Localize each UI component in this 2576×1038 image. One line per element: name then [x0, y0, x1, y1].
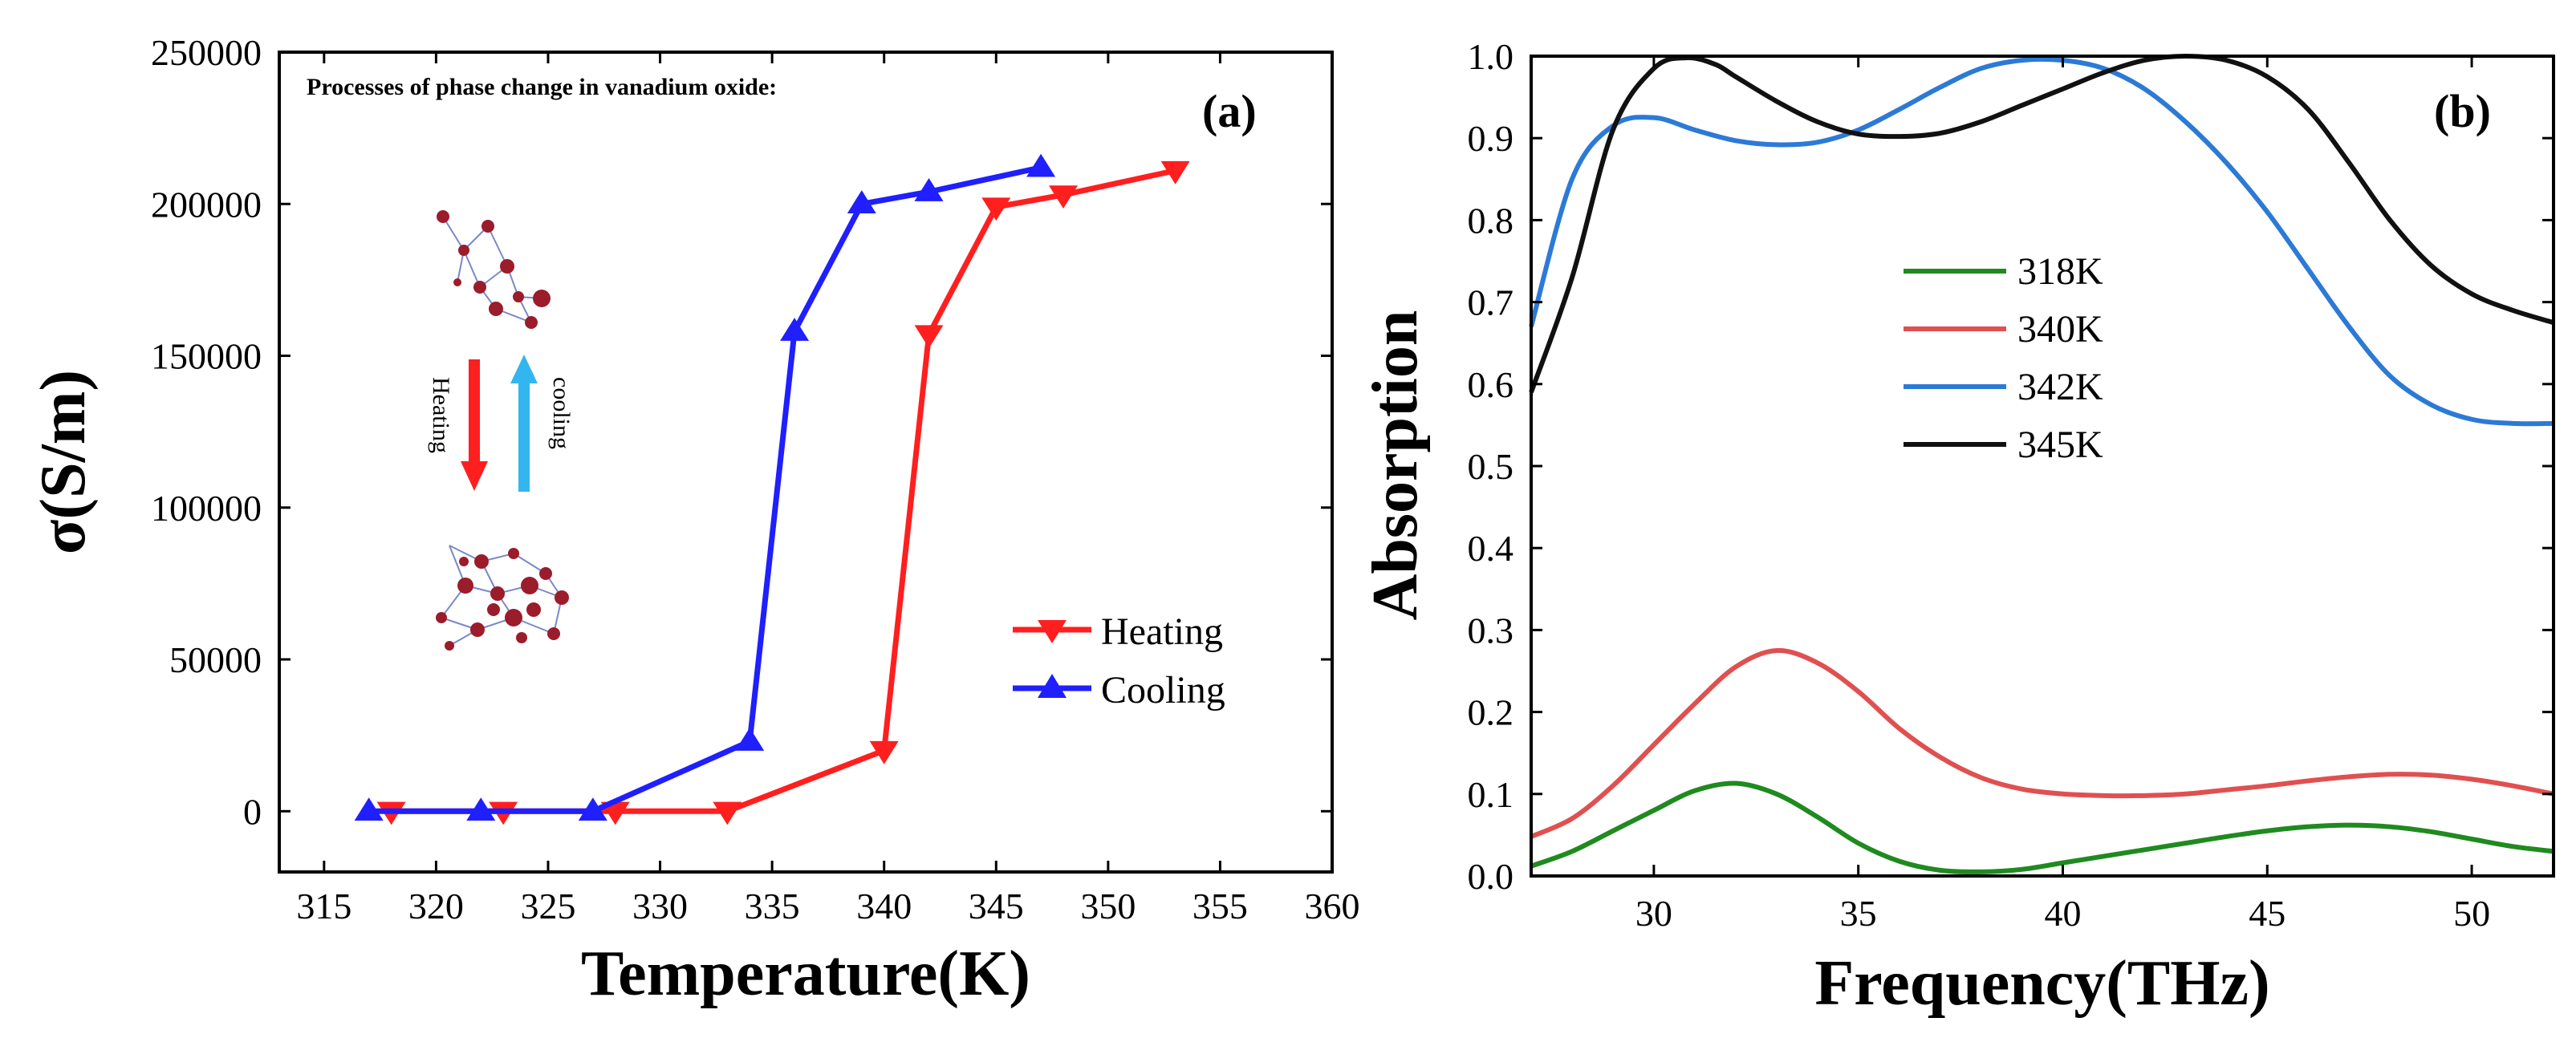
- legend-cooling-marker: [1038, 674, 1067, 698]
- panel-a-x-axis-title: Temperature(K): [581, 939, 1030, 1009]
- y-tick-label: 0.8: [1468, 200, 1514, 241]
- x-tick-label: 335: [745, 886, 800, 926]
- legend-cooling-label: Cooling: [1101, 669, 1225, 712]
- data-point-heating: [981, 197, 1011, 221]
- x-tick-label: 320: [408, 886, 464, 926]
- panel-a-x-tick-labels: 315 320 325 330 335 340 345 350 355 360: [296, 886, 1359, 926]
- panel-a: 315 320 325 330 335 340 345 350 355 360 0 50000 100…: [28, 32, 1360, 1009]
- y-tick-label: 0.0: [1468, 856, 1514, 897]
- y-tick-label: 0.6: [1468, 364, 1514, 405]
- series-line-340k: [1530, 647, 2554, 839]
- series-line-342k: [1529, 56, 2554, 427]
- x-tick-label: 315: [296, 886, 351, 926]
- panel-a-title: Processes of phase change in vanadium ox…: [307, 74, 777, 100]
- heating-arrow-icon: [461, 359, 488, 491]
- legend-heating-label: Heating: [1101, 610, 1223, 653]
- y-tick-label: 0: [243, 791, 262, 832]
- panel-b-y-axis-title: Absorption: [1360, 310, 1431, 621]
- x-tick-label: 30: [1635, 893, 1672, 934]
- data-point-heating: [914, 325, 944, 349]
- legend-340k-label: 340K: [2017, 308, 2103, 351]
- data-point-cooling: [466, 797, 496, 821]
- y-tick-label: 0.3: [1468, 610, 1514, 651]
- y-tick-label: 0.5: [1468, 446, 1514, 487]
- y-tick-label: 100000: [151, 488, 262, 529]
- panel-b-y-tick-labels: 0.0 0.1 0.2 0.3 0.4 0.5 0.6 0.7 0.8 0.9 1.0: [1468, 36, 1514, 897]
- x-tick-label: 45: [2249, 893, 2285, 934]
- y-tick-label: 0.2: [1468, 692, 1514, 733]
- x-tick-label: 360: [1305, 886, 1360, 926]
- panel-b-ticks: [1531, 55, 2554, 878]
- legend-345k-label: 345K: [2017, 424, 2103, 466]
- y-tick-label: 0.4: [1468, 528, 1514, 569]
- x-tick-label: 40: [2044, 893, 2081, 934]
- panel-b-x-tick-labels: 30 35 40 45 50: [1635, 893, 2490, 934]
- x-tick-label: 340: [856, 886, 912, 926]
- panel-b-frame: [1530, 55, 2555, 878]
- data-point-heating: [1160, 160, 1190, 184]
- heating-inset-label: Heating: [428, 377, 454, 453]
- panel-b-series: [1529, 54, 2554, 874]
- y-tick-label: 250000: [151, 32, 262, 73]
- x-tick-label: 325: [520, 886, 575, 926]
- series-line-345k: [1529, 54, 2554, 394]
- legend-heating-marker: [1038, 620, 1067, 643]
- y-tick-label: 200000: [151, 184, 262, 225]
- panel-a-frame: [278, 51, 1334, 874]
- y-tick-label: 1.0: [1468, 36, 1514, 77]
- x-tick-label: 50: [2453, 893, 2490, 934]
- series-line-cooling: [368, 164, 1042, 814]
- panel-b: 30 35 40 45 50 0.00.10.20.30.40.50.60.70.80.…: [1360, 36, 2555, 1019]
- data-point-cooling: [780, 318, 810, 341]
- data-point-cooling: [578, 797, 607, 821]
- legend-342k-label: 342K: [2017, 366, 2103, 408]
- panel-b-tag: (b): [2434, 85, 2491, 137]
- y-tick-label: 50000: [169, 639, 262, 680]
- data-point-heating: [1049, 185, 1079, 209]
- x-tick-label: 355: [1193, 886, 1248, 926]
- y-tick-label: 0.9: [1468, 118, 1514, 159]
- panel-a-y-axis-title: σ(S/m): [28, 370, 99, 554]
- data-point-heating: [713, 801, 742, 825]
- atoms-icon-top: [437, 210, 551, 329]
- panel-a-series: [354, 153, 1190, 825]
- data-point-cooling: [847, 190, 876, 213]
- x-tick-label: 330: [632, 886, 688, 926]
- data-point-heating: [600, 801, 630, 825]
- panel-b-x-axis-title: Frequency(THz): [1814, 948, 2269, 1019]
- atoms-icon-bottom: [436, 548, 569, 651]
- data-point-cooling: [914, 178, 944, 201]
- cooling-inset-label: cooling: [548, 377, 575, 449]
- data-point-cooling: [1026, 153, 1056, 177]
- phase-change-inset: Heating cooling: [428, 210, 575, 651]
- panel-a-y-tick-labels: 0 50000 100000 150000 200000 250000: [151, 32, 262, 832]
- y-tick-label: 0.1: [1468, 774, 1514, 815]
- x-tick-label: 345: [969, 886, 1024, 926]
- panel-a-legend: Heating Cooling: [1013, 610, 1225, 712]
- series-line-318k: [1530, 781, 2554, 874]
- y-tick-label: 150000: [151, 336, 262, 377]
- data-point-cooling: [735, 728, 765, 751]
- data-point-cooling: [354, 797, 384, 821]
- data-point-heating: [869, 740, 899, 764]
- y-tick-label: 0.7: [1468, 282, 1514, 323]
- legend-318k-label: 318K: [2017, 250, 2103, 293]
- panel-a-tag: (a): [1202, 85, 1257, 137]
- cooling-arrow-icon: [510, 355, 538, 492]
- panel-b-legend: 318K 340K 342K 345K: [1904, 250, 2103, 466]
- x-tick-label: 35: [1840, 893, 1877, 934]
- panel-a-ticks: [279, 51, 1334, 872]
- x-tick-label: 350: [1080, 886, 1136, 926]
